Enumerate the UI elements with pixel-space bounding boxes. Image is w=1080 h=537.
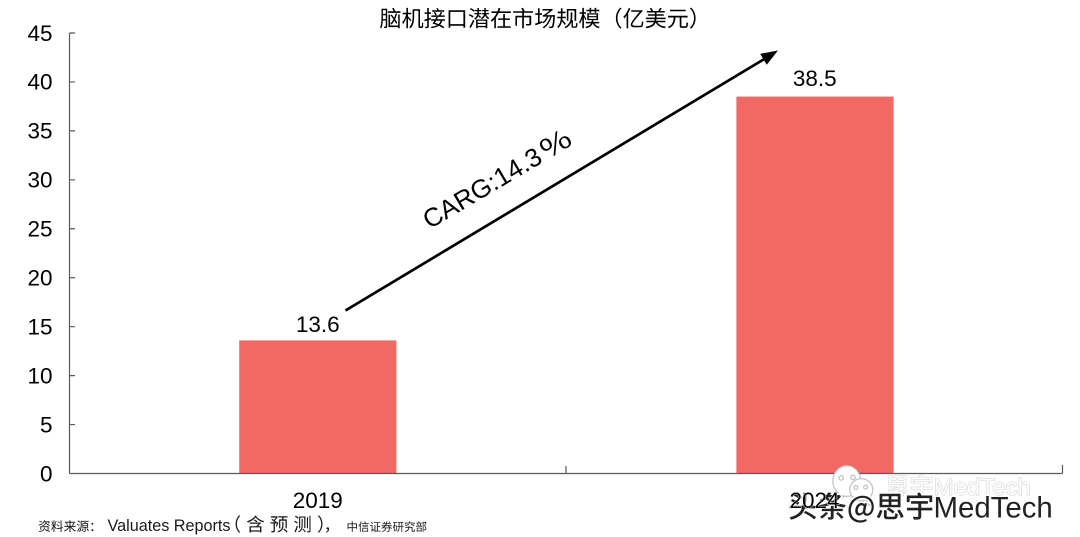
- svg-text:15: 15: [27, 315, 52, 340]
- svg-text:MedTech: MedTech: [934, 491, 1053, 524]
- svg-text:2024: 2024: [789, 488, 839, 513]
- svg-text:10: 10: [27, 363, 52, 388]
- svg-text:5: 5: [40, 412, 53, 437]
- svg-text:38.5: 38.5: [793, 66, 837, 91]
- svg-text:45: 45: [27, 21, 52, 46]
- svg-text:25: 25: [27, 217, 52, 242]
- svg-text:30: 30: [27, 168, 52, 193]
- svg-text:MedTech: MedTech: [934, 474, 1031, 501]
- svg-text:40: 40: [27, 70, 52, 95]
- svg-text:2019: 2019: [293, 488, 343, 513]
- svg-text:35: 35: [27, 119, 52, 144]
- svg-text:Valuates Reports: Valuates Reports: [108, 517, 231, 535]
- svg-text:0: 0: [40, 461, 53, 486]
- svg-text:13.6: 13.6: [296, 312, 340, 337]
- svg-text:20: 20: [27, 266, 52, 291]
